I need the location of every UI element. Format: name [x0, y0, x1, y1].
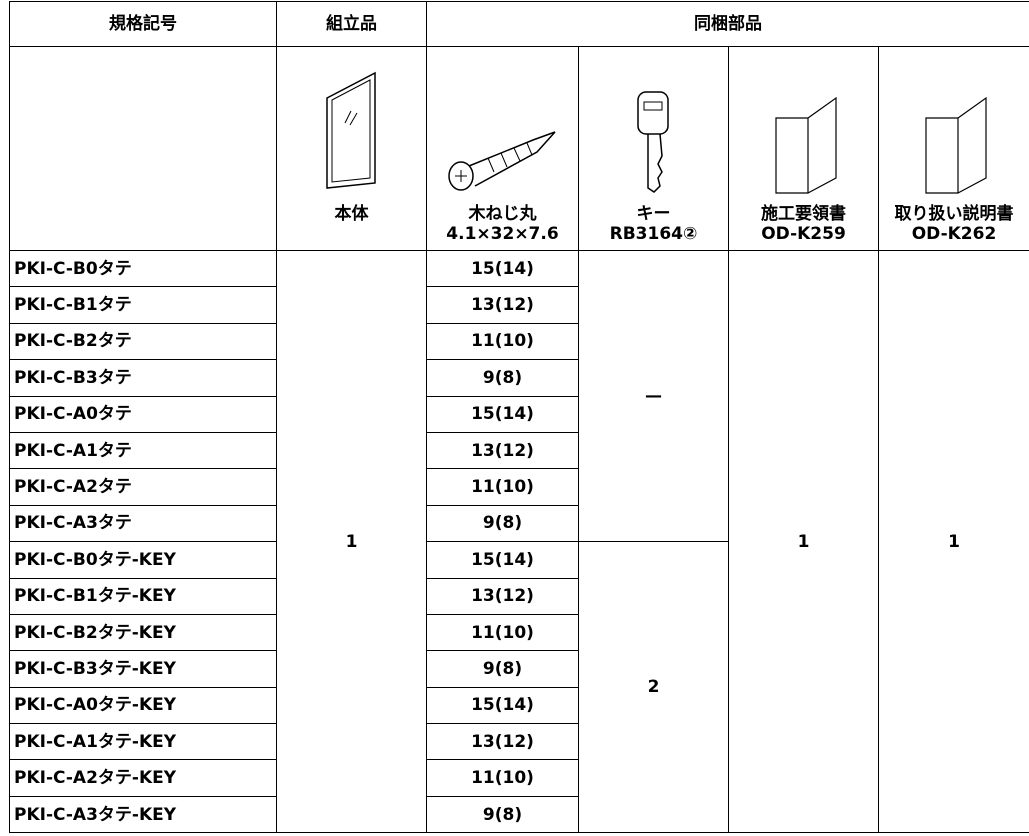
qty-cell: 1: [276, 249, 427, 834]
model-cell: PKI-C-A0タテ: [9, 395, 277, 433]
model-row: PKI-C-B1タテ 13(12): [9, 286, 1029, 324]
qty-cell: 1: [878, 249, 1029, 834]
screw-cell: 15(14): [426, 395, 579, 433]
part-spec: OD-K262: [911, 224, 997, 244]
model-row: PKI-C-A2タテ 11(10): [9, 468, 1029, 506]
model-cell: PKI-C-B3タテ: [9, 359, 277, 397]
parts-row: 本体 木ねじ丸 4.1×32×7.6 キー RB3164② 施工要領書 OD-K259…: [9, 46, 1029, 251]
part-cell: キー RB3164②: [578, 46, 729, 251]
header-cell: 同梱部品: [426, 1, 1029, 47]
part-name: 本体: [334, 204, 369, 224]
model-row: PKI-C-A1タテ-KEY 13(12): [9, 723, 1029, 761]
model-row: PKI-C-A3タテ-KEY 9(8): [9, 795, 1029, 834]
screw-cell: 9(8): [426, 795, 579, 834]
part-name: 木ねじ丸: [468, 204, 537, 224]
model-cell: PKI-C-A3タテ: [9, 504, 277, 543]
screw-cell: 11(10): [426, 322, 579, 361]
model-row: PKI-C-A2タテ-KEY 11(10): [9, 759, 1029, 797]
model-row: PKI-C-B3タテ 9(8): [9, 359, 1029, 397]
booklet-icon: [774, 96, 837, 194]
parts-table: 規格記号 組立品 同梱部品 本体 木ねじ丸 4.1×32×7.6 キー RB3164…: [9, 1, 1029, 834]
part-name: 取り扱い説明書: [894, 204, 1014, 224]
screw-cell: 11(10): [426, 613, 579, 652]
model-cell: PKI-C-B0タテ-KEY: [9, 541, 277, 579]
header-row: 規格記号 組立品 同梱部品: [9, 1, 1029, 47]
key-icon: [636, 91, 669, 193]
part-name: キー: [636, 204, 671, 224]
model-cell: PKI-C-B1タテ-KEY: [9, 577, 277, 615]
part-cell: 取り扱い説明書 OD-K262: [878, 46, 1029, 251]
screw-cell: 15(14): [426, 686, 579, 725]
qty-cell: 1: [728, 249, 879, 834]
model-cell: PKI-C-A3タテ-KEY: [9, 795, 277, 834]
model-cell: PKI-C-A2タテ: [9, 468, 277, 506]
model-row: PKI-C-B0タテ-KEY 15(14) 2: [9, 541, 1029, 834]
model-row: PKI-C-A1タテ 13(12): [9, 431, 1029, 470]
screw-cell: 15(14): [426, 541, 579, 579]
header-cell: 組立品: [276, 1, 427, 47]
model-cell: PKI-C-A1タテ-KEY: [9, 723, 277, 761]
screw-cell: 9(8): [426, 504, 579, 543]
screw-cell: 13(12): [426, 286, 579, 324]
model-row: PKI-C-B2タテ 11(10): [9, 322, 1029, 361]
frame-icon: [325, 71, 376, 189]
model-row: PKI-C-B2タテ-KEY 11(10): [9, 613, 1029, 652]
screw-cell: 13(12): [426, 723, 579, 761]
screw-cell: 9(8): [426, 359, 579, 397]
model-cell: PKI-C-B2タテ-KEY: [9, 613, 277, 652]
screw-cell: 15(14): [426, 249, 579, 288]
screw-cell: 9(8): [426, 650, 579, 688]
qty-cell: 2: [578, 541, 729, 834]
model-cell: PKI-C-B1タテ: [9, 286, 277, 324]
model-cell: PKI-C-A2タテ-KEY: [9, 759, 277, 797]
model-row: PKI-C-A0タテ 15(14): [9, 395, 1029, 433]
screw-cell: 13(12): [426, 431, 579, 470]
qty-cell: —: [578, 249, 729, 543]
part-spec: RB3164②: [609, 224, 698, 244]
screw-cell: 11(10): [426, 759, 579, 797]
model-row: PKI-C-B1タテ-KEY 13(12): [9, 577, 1029, 615]
model-cell: PKI-C-B3タテ-KEY: [9, 650, 277, 688]
screw-cell: 13(12): [426, 577, 579, 615]
model-cell: PKI-C-B2タテ: [9, 322, 277, 361]
screw-cell: 11(10): [426, 468, 579, 506]
part-cell: 本体: [276, 46, 427, 251]
part-cell: 木ねじ丸 4.1×32×7.6: [426, 46, 579, 251]
part-cell: 施工要領書 OD-K259: [728, 46, 879, 251]
model-cell: PKI-C-B0タテ: [9, 249, 277, 288]
model-row: PKI-C-A0タテ-KEY 15(14): [9, 686, 1029, 725]
model-cell: PKI-C-A0タテ-KEY: [9, 686, 277, 725]
header-cell: 規格記号: [9, 1, 277, 47]
part-name: 施工要領書: [761, 204, 846, 224]
empty-cell: [9, 46, 277, 251]
model-row: PKI-C-B0タテ 1 15(14) —1 1: [9, 249, 1029, 834]
model-row: PKI-C-A3タテ 9(8): [9, 504, 1029, 543]
model-cell: PKI-C-A1タテ: [9, 431, 277, 470]
screw-icon: [447, 131, 556, 191]
part-spec: 4.1×32×7.6: [446, 224, 559, 244]
booklet-icon: [925, 96, 987, 194]
part-spec: OD-K259: [761, 224, 846, 244]
